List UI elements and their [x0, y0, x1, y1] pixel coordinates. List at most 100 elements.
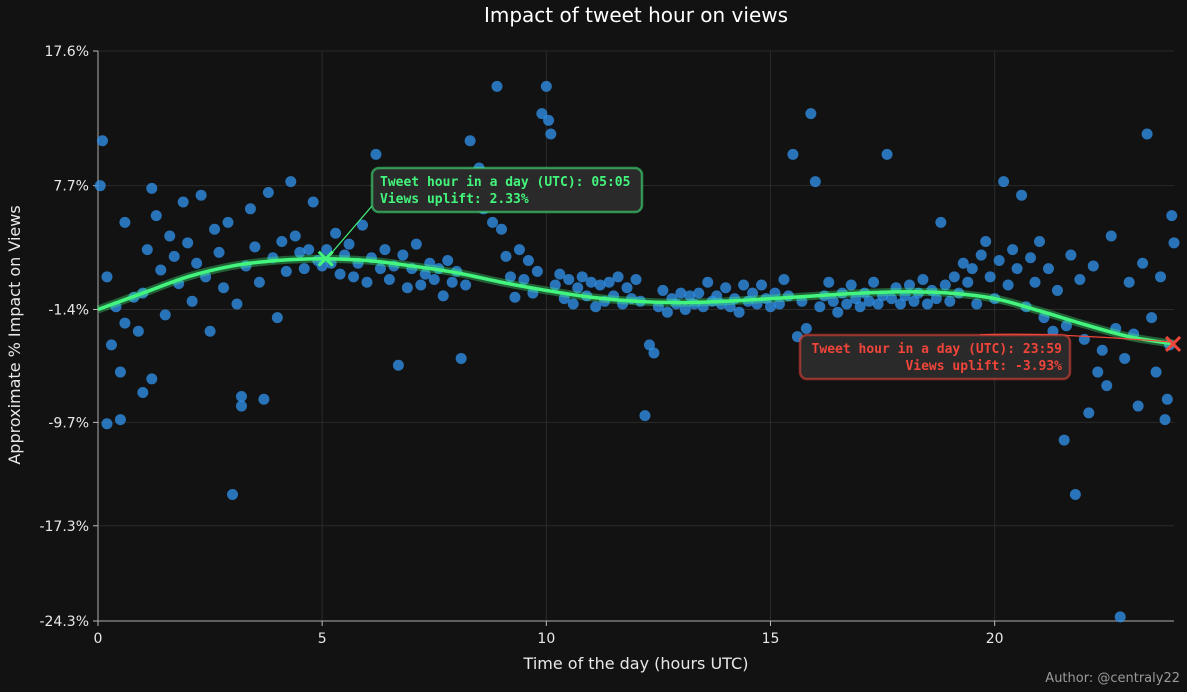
scatter-point: [101, 418, 113, 430]
annotation-box-max: [370, 166, 644, 214]
scatter-point: [276, 235, 288, 247]
scatter-point: [639, 410, 651, 422]
scatter-point: [280, 265, 292, 277]
scatter-point: [966, 263, 978, 275]
scatter-point: [527, 287, 539, 299]
scatter-point: [428, 274, 440, 286]
scatter-point: [886, 293, 898, 305]
y-tick-label: -1.4%: [48, 302, 89, 318]
scatter-point: [863, 295, 875, 307]
x-tick-label: 0: [94, 631, 103, 647]
y-tick-label: -24.3%: [39, 614, 89, 630]
scatter-point: [141, 244, 153, 256]
scatter-point: [321, 244, 333, 256]
scatter-point: [496, 223, 507, 235]
x-axis-label: Time of the day (hours UTC): [523, 654, 749, 673]
scatter-point: [1011, 263, 1023, 275]
scatter-point: [661, 306, 673, 318]
scatter-point: [679, 303, 691, 315]
y-tick-label: 7.7%: [53, 179, 89, 195]
scatter-point: [258, 393, 270, 405]
scatter-point: [1087, 260, 1099, 272]
scatter-point: [621, 282, 633, 294]
scatter-point: [1119, 352, 1131, 364]
scatter-point: [518, 274, 530, 286]
scatter-point: [832, 306, 844, 318]
scatter-point: [1114, 611, 1126, 623]
scatter-point: [1025, 252, 1037, 264]
scatter-point: [1051, 284, 1063, 296]
scatter-point: [939, 279, 951, 291]
annotation-max-line1: Tweet hour in a day (UTC): 05:05: [380, 175, 630, 190]
y-axis-label: Approximate % Impact on Views: [5, 205, 24, 464]
scatter-point: [271, 312, 283, 324]
scatter-point: [1168, 237, 1180, 249]
scatter-point: [733, 306, 745, 318]
scatter-point: [648, 347, 660, 359]
scatter-point: [908, 295, 920, 307]
scatter-point: [513, 244, 525, 256]
scatter-point: [101, 271, 113, 283]
scatter-point: [895, 298, 907, 310]
scatter-point: [204, 325, 216, 337]
scatter-point: [361, 276, 373, 288]
scatter-point: [509, 291, 521, 303]
scatter-point: [823, 276, 835, 288]
scatter-point: [543, 114, 555, 126]
scatter-point: [1123, 276, 1135, 288]
scatter-point: [330, 227, 342, 239]
scatter-point: [146, 182, 158, 194]
scatter-point: [1034, 235, 1045, 247]
x-tick-label: 10: [537, 631, 555, 647]
scatter-point: [424, 257, 436, 269]
scatter-point: [1150, 366, 1162, 378]
annotation-min-line2: Views uplift: -3.93%: [905, 359, 1062, 374]
scatter-point: [1069, 488, 1081, 500]
scatter-point: [1101, 380, 1113, 392]
scatter-point: [984, 271, 996, 283]
scatter-point: [446, 276, 458, 288]
scatter-point: [612, 271, 624, 283]
scatter-point: [1092, 366, 1104, 378]
x-tick-label: 15: [762, 631, 780, 647]
scatter-point: [383, 274, 395, 286]
scatter-point: [903, 279, 915, 291]
scatter-point: [921, 298, 933, 310]
scatter-point: [195, 189, 207, 201]
y-axis-ticks: -24.3% -17.3% -9.7% -1.4% 7.7% 17.6%: [39, 44, 98, 630]
scatter-point: [262, 186, 274, 198]
scatter-point: [657, 284, 669, 296]
scatter-point: [881, 148, 893, 160]
max-marker: [317, 250, 334, 267]
scatter-point: [585, 276, 597, 288]
scatter-point: [191, 257, 203, 269]
scatter-point: [455, 352, 467, 364]
annotation-arrow-max: [331, 205, 373, 254]
scatter-point: [787, 148, 799, 160]
scatter-point: [957, 257, 969, 269]
scatter-point: [213, 246, 225, 258]
scatter-point: [1141, 128, 1153, 140]
scatter-point: [177, 196, 189, 208]
scatter-point: [1029, 276, 1041, 288]
annotation-box-min: [798, 333, 1072, 381]
scatter-point: [814, 301, 826, 313]
scatter-point: [105, 339, 117, 351]
author-credit: Author: @centraly22: [1045, 671, 1180, 686]
scatter-point: [379, 244, 391, 256]
scatter-point: [1065, 249, 1077, 261]
scatter-point: [998, 176, 1010, 188]
scatter-point: [334, 268, 346, 280]
scatter-point: [1159, 414, 1171, 426]
chart-title: Impact of tweet hour on views: [484, 3, 788, 27]
scatter-point: [231, 298, 243, 310]
scatter-point: [935, 216, 947, 228]
scatter-point: [971, 298, 983, 310]
scatter-point: [415, 279, 427, 291]
scatter-point: [917, 274, 929, 286]
scatter-point: [643, 339, 655, 351]
scatter-point: [94, 180, 106, 192]
scatter-point: [850, 293, 862, 305]
scatter-point: [1083, 407, 1095, 419]
